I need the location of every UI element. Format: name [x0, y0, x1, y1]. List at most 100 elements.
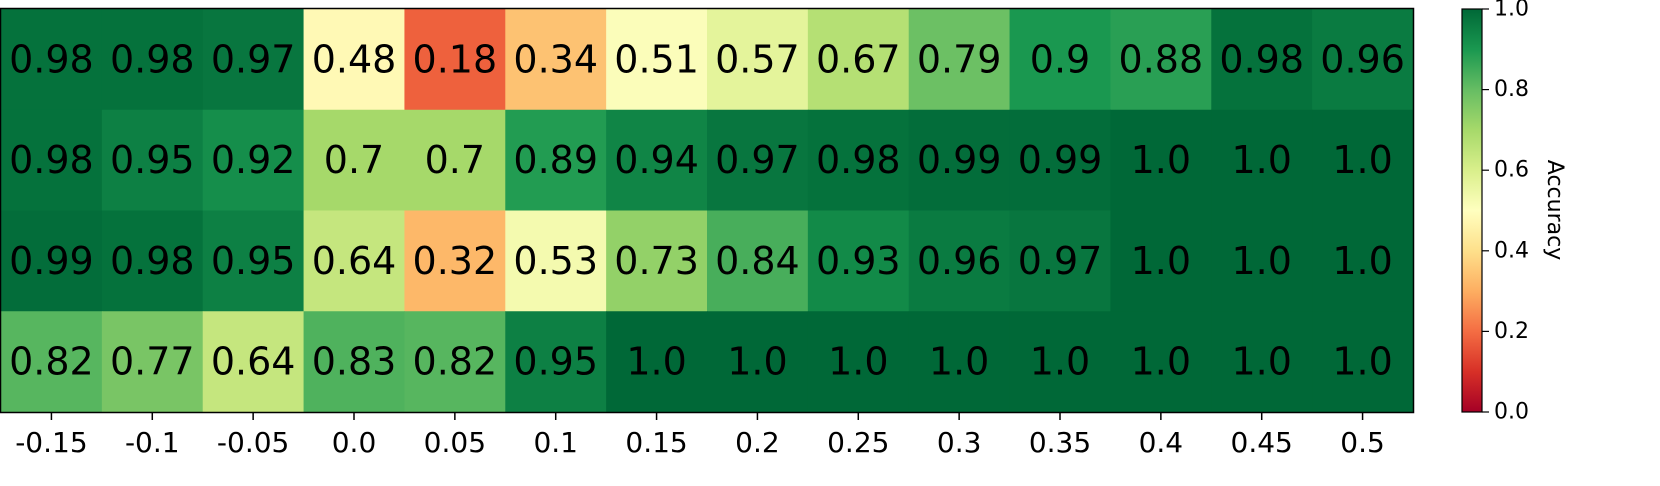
cell-value-label: 0.95 [211, 239, 296, 283]
cell-value-label: 0.98 [110, 37, 195, 81]
heatmap-cell [807, 9, 910, 111]
heatmap-cell [606, 311, 708, 413]
x-tick-label: -0.05 [217, 426, 289, 459]
heatmap-cell [1211, 210, 1313, 312]
heatmap-cell [1110, 210, 1212, 312]
heatmap-cell [908, 9, 1011, 111]
heatmap-cell [505, 311, 607, 413]
heatmap-cell [606, 9, 708, 111]
heatmap-cell [707, 210, 809, 312]
cell-value-label: 0.84 [715, 239, 800, 283]
heatmap-cell [1, 210, 103, 312]
heatmap-cell [303, 311, 406, 413]
x-tick-label: -0.1 [125, 426, 180, 459]
cell-value-label: 0.77 [110, 340, 195, 384]
cell-value-label: 0.95 [513, 340, 598, 384]
heatmap-cell [606, 210, 708, 312]
colorbar-tick-label: 0.0 [1494, 400, 1529, 425]
cell-value-label: 0.99 [917, 138, 1002, 182]
heatmap-cell [101, 210, 204, 312]
cell-value-label: 1.0 [1332, 138, 1392, 182]
cell-value-label: 0.83 [312, 340, 397, 384]
heatmap-cell [505, 210, 607, 312]
cell-value-label: 0.18 [413, 37, 498, 81]
heatmap-cell [505, 9, 607, 111]
heatmap-cell [404, 9, 506, 111]
heatmap-cell [202, 109, 305, 212]
cell-value-label: 1.0 [1332, 340, 1392, 384]
heatmap-cell [1009, 210, 1112, 312]
heatmap-cell [1110, 311, 1212, 413]
heatmap-cell [101, 109, 204, 212]
heatmap-cell [101, 311, 204, 413]
cell-value-label: 0.94 [614, 138, 699, 182]
heatmap-cell [1312, 210, 1414, 312]
cell-value-label: 0.57 [715, 37, 800, 81]
cell-value-label: 1.0 [1332, 239, 1392, 283]
x-tick-label: 0.1 [533, 426, 578, 459]
x-tick-label: 0.45 [1231, 426, 1293, 459]
cell-value-label: 1.0 [626, 340, 686, 384]
colorbar-ticks: 0.0 0.2 0.4 0.6 0.8 1.0 [1482, 0, 1529, 425]
plot-frame [0, 7, 1415, 414]
cell-value-label: 0.7 [324, 138, 384, 182]
heatmap-cell [908, 311, 1011, 413]
heatmap-cell [202, 311, 305, 413]
cell-value-label: 1.0 [929, 340, 989, 384]
heatmap-cell [404, 109, 506, 212]
heatmap-cell [1009, 311, 1112, 413]
cell-value-label: 0.93 [816, 239, 901, 283]
heatmap-cell [1211, 109, 1313, 212]
cell-value-label: 0.73 [614, 239, 699, 283]
heatmap-cell [908, 210, 1011, 312]
cell-value-label: 1.0 [1231, 138, 1291, 182]
heatmap-cell [1312, 9, 1414, 111]
heatmap-cell [1211, 311, 1313, 413]
x-tick-label: 0.15 [625, 426, 687, 459]
colorbar-frame [1461, 8, 1483, 413]
x-tick-label: 0.2 [735, 426, 780, 459]
x-tick-label: 0.5 [1340, 426, 1385, 459]
x-tick-label: 0.25 [827, 426, 889, 459]
heatmap-cell [707, 311, 809, 413]
heatmap-cell [707, 109, 809, 212]
colorbar-tick-label: 1.0 [1494, 0, 1529, 22]
x-tick-label: 0.4 [1139, 426, 1184, 459]
cell-value-label: 0.99 [1018, 138, 1103, 182]
cell-value-label: 0.34 [513, 37, 598, 81]
heatmap-cell [707, 9, 809, 111]
x-tick-label: 0.0 [332, 426, 377, 459]
heatmap-cell [303, 109, 406, 212]
cell-value-label: 0.48 [312, 37, 397, 81]
cell-value-label: 0.82 [413, 340, 498, 384]
cell-value-label: 0.98 [816, 138, 901, 182]
cell-value-label: 0.99 [9, 239, 94, 283]
heatmap-cell [101, 9, 204, 111]
cell-value-label: 0.7 [425, 138, 485, 182]
heatmap-cell [1110, 9, 1212, 111]
heatmap-cell-labels: 0.98 0.98 0.97 0.48 0.18 0.34 0.51 0.57 0.67 0.79… [9, 37, 1405, 383]
heatmap-cells [1, 9, 1414, 413]
cell-value-label: 0.82 [9, 340, 94, 384]
cell-value-label: 0.97 [211, 37, 296, 81]
cell-value-label: 0.98 [9, 138, 94, 182]
cell-value-label: 0.9 [1030, 37, 1090, 81]
cell-value-label: 1.0 [1131, 340, 1191, 384]
heatmap-cell [505, 109, 607, 212]
x-tick-label: 0.35 [1029, 426, 1091, 459]
heatmap-cell [1, 9, 103, 111]
cell-value-label: 1.0 [1131, 239, 1191, 283]
heatmap-cell [1211, 9, 1313, 111]
cell-value-label: 0.67 [816, 37, 901, 81]
cell-value-label: 0.98 [9, 37, 94, 81]
cell-value-label: 1.0 [1131, 138, 1191, 182]
colorbar-gradient [1462, 9, 1482, 412]
heatmap-cell [303, 210, 406, 312]
cell-value-label: 0.97 [715, 138, 800, 182]
colorbar-tick-label: 0.8 [1494, 77, 1529, 102]
cell-value-label: 0.88 [1119, 37, 1204, 81]
cell-value-label: 1.0 [828, 340, 888, 384]
cell-value-label: 0.89 [513, 138, 598, 182]
x-tick-label: 0.3 [937, 426, 982, 459]
